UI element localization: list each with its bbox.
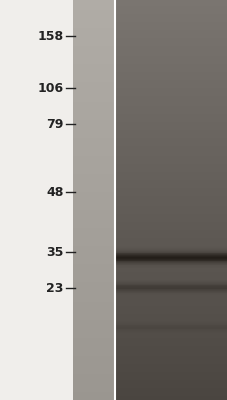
Text: 106: 106 bbox=[37, 82, 64, 94]
Text: 79: 79 bbox=[46, 118, 64, 130]
Text: 158: 158 bbox=[37, 30, 64, 42]
Text: 35: 35 bbox=[46, 246, 64, 258]
Text: 23: 23 bbox=[46, 282, 64, 294]
Text: 48: 48 bbox=[46, 186, 64, 198]
